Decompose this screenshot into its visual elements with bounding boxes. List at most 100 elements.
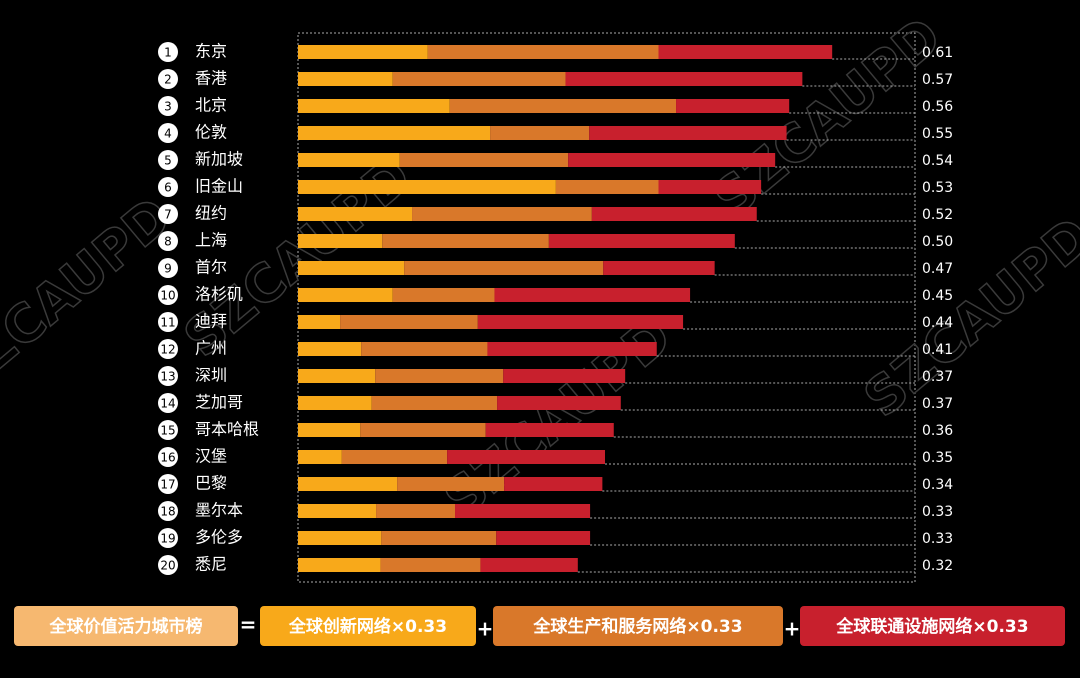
bar-segment (392, 72, 566, 86)
rank-badge (158, 69, 178, 89)
rank: 2 (164, 73, 172, 87)
bar-segment (591, 207, 757, 221)
total-label: 0.36 (922, 423, 953, 439)
total-label: 0.53 (922, 180, 953, 196)
bar-segment (504, 477, 603, 491)
bar-segment (455, 504, 591, 518)
bar-segment (568, 153, 776, 167)
bar-segment (361, 342, 488, 356)
bar-segment (496, 531, 591, 545)
bar-segment (298, 207, 413, 221)
legend-label-box (260, 606, 476, 646)
bar-segment (298, 72, 393, 86)
category-label: 芝加哥 (195, 393, 243, 412)
bar-segment (565, 72, 803, 86)
bar-segment (298, 531, 382, 545)
legend-label: 全球生产和服务网络×0.33 (532, 616, 742, 637)
bar-segment (298, 423, 361, 437)
category-label: 迪拜 (195, 312, 227, 331)
bar-segment (298, 234, 383, 248)
rank: 9 (164, 262, 172, 276)
bar-segment (658, 180, 762, 194)
bar-segment (298, 180, 556, 194)
category-label: 北京 (195, 96, 227, 115)
rank: 10 (160, 289, 175, 303)
watermark: SZCAUPD (0, 186, 183, 409)
rank: 11 (160, 316, 175, 330)
rank-badge (158, 150, 178, 170)
total-label: 0.47 (922, 261, 953, 277)
bar-segment (375, 369, 504, 383)
category-label: 首尔 (195, 258, 227, 277)
bar-segment (341, 450, 448, 464)
total-label: 0.52 (922, 207, 953, 223)
watermark: SZCAUPD (433, 306, 683, 529)
bar-segment (298, 396, 372, 410)
plot-frame (297, 32, 916, 583)
bar-segment (503, 369, 626, 383)
rank: 1 (164, 46, 172, 60)
bar-segment (399, 153, 569, 167)
total-label: 0.61 (922, 45, 953, 61)
total-label: 0.32 (922, 558, 953, 574)
rank-badge (158, 501, 178, 521)
rank-badge (158, 366, 178, 386)
legend-label-box (800, 606, 1065, 646)
bar-segment (298, 369, 376, 383)
bar-segment (485, 423, 614, 437)
total-label: 0.57 (922, 72, 953, 88)
category-label: 纽约 (195, 204, 227, 223)
bar-segment (427, 45, 659, 59)
bar-segment (298, 558, 381, 572)
rank: 17 (160, 478, 175, 492)
total-label: 0.54 (922, 153, 953, 169)
total-label: 0.55 (922, 126, 953, 142)
bar-segment (298, 342, 362, 356)
total-label: 0.45 (922, 288, 953, 304)
bar-segment (380, 558, 481, 572)
rank: 14 (160, 397, 175, 411)
formula-result: 全球价值活力城市榜 (49, 616, 203, 637)
bar-segment (676, 99, 790, 113)
rank-badge (158, 312, 178, 332)
rank-badge (158, 339, 178, 359)
rank-badge (158, 285, 178, 305)
category-label: 新加坡 (195, 150, 243, 169)
rank-badge (158, 447, 178, 467)
bar-segment (371, 396, 498, 410)
rank-badge (158, 474, 178, 494)
bar-segment (298, 126, 491, 140)
plus-sign: + (784, 617, 801, 641)
total-label: 0.41 (922, 342, 953, 358)
category-label: 汉堡 (195, 447, 227, 466)
bar-segment (412, 207, 592, 221)
bar-segment (658, 45, 833, 59)
bar-segment (381, 531, 497, 545)
bar-segment (490, 126, 590, 140)
bar-segment (397, 477, 505, 491)
rank-badge (158, 420, 178, 440)
category-label: 上海 (195, 231, 227, 250)
category-label: 墨尔本 (195, 501, 243, 520)
category-label: 洛杉矶 (195, 285, 243, 304)
total-label: 0.33 (922, 531, 953, 547)
total-label: 0.37 (922, 369, 953, 385)
rank: 5 (164, 154, 172, 168)
rank: 20 (160, 559, 175, 573)
rank: 12 (160, 343, 175, 357)
total-label: 0.56 (922, 99, 953, 115)
legend-label: 全球联通设施网络×0.33 (835, 616, 1028, 637)
rank: 13 (160, 370, 175, 384)
rank: 3 (164, 100, 172, 114)
rank-badge (158, 528, 178, 548)
bar-segment (298, 45, 428, 59)
bar-segment (477, 315, 684, 329)
rank-badge (158, 42, 178, 62)
bar-segment (480, 558, 578, 572)
bar-segment (298, 450, 342, 464)
category-label: 香港 (195, 69, 227, 88)
rank: 15 (160, 424, 175, 438)
total-label: 0.50 (922, 234, 953, 250)
bar-segment (404, 261, 604, 275)
legend-label: 全球创新网络×0.33 (288, 616, 447, 637)
